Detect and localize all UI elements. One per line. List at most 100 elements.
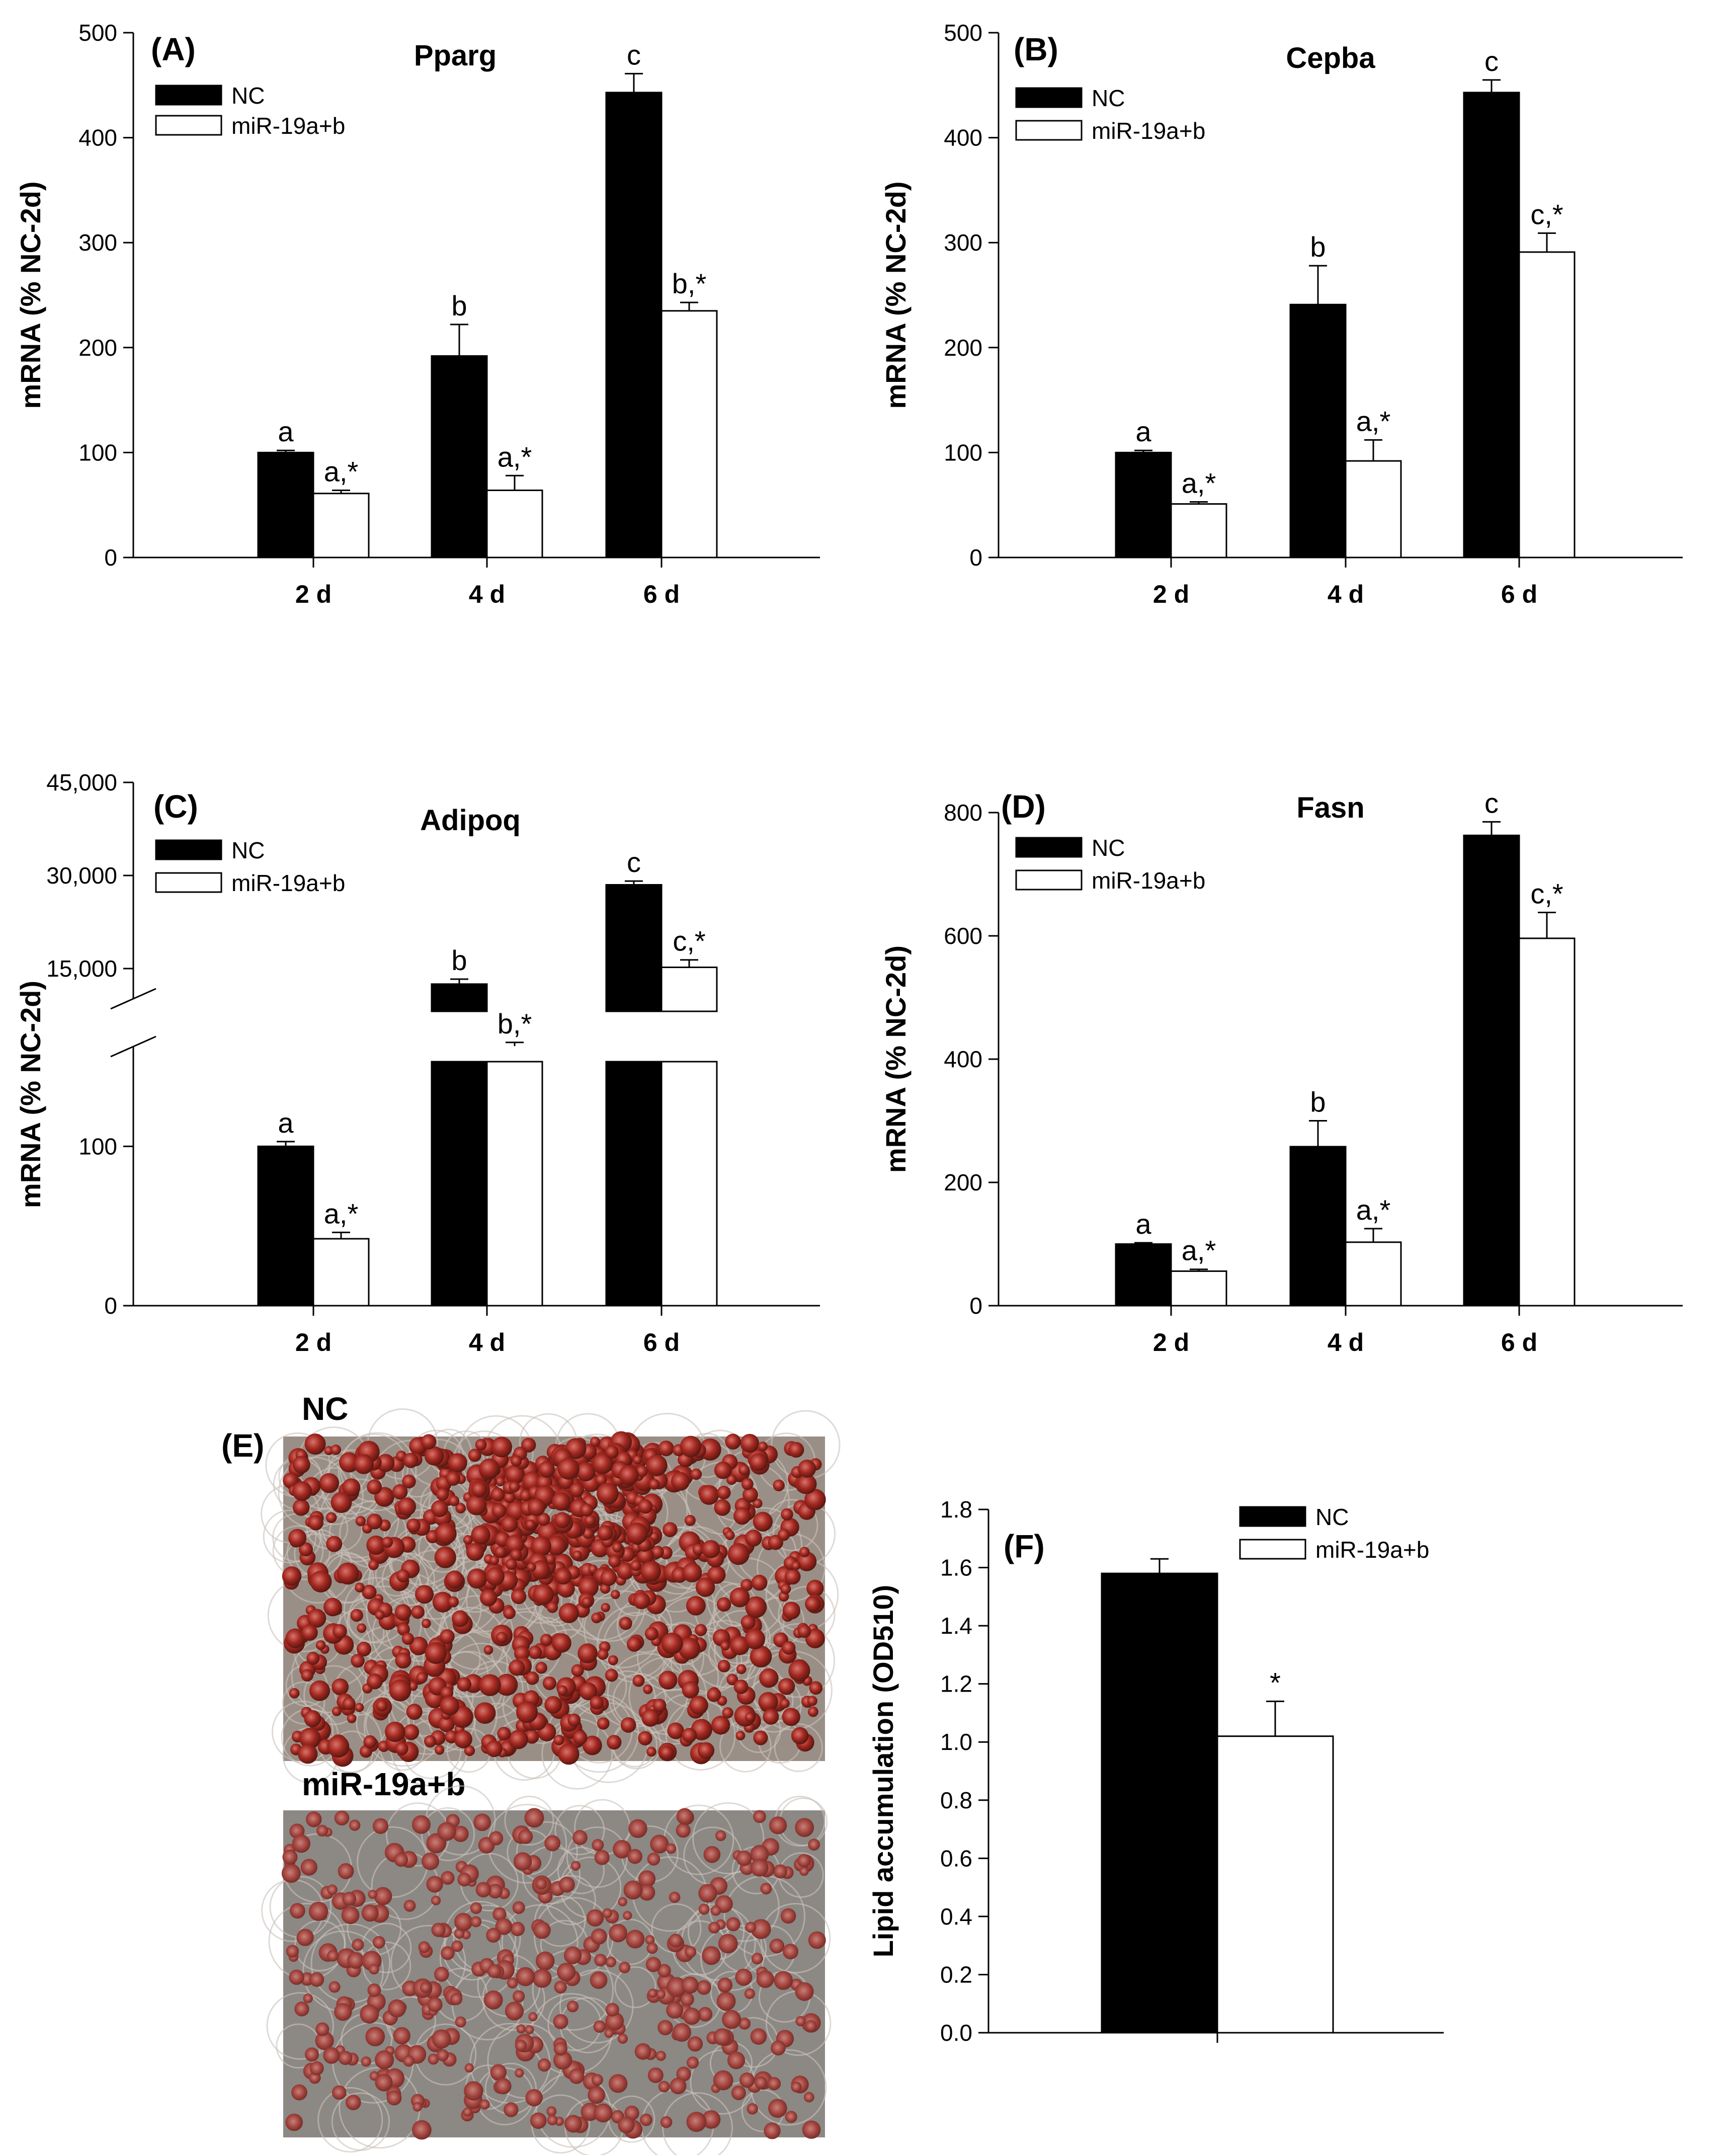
lipid-droplet [486, 1928, 501, 1943]
lipid-droplet [418, 1941, 431, 1953]
lipid-droplet [360, 2004, 379, 2024]
lipid-droplet [480, 1589, 498, 1607]
lipid-droplet [753, 1511, 773, 1532]
lipid-droplet [292, 1456, 310, 1474]
lipid-droplet [411, 2120, 432, 2140]
lipid-droplet [666, 2002, 684, 2019]
lipid-droplet [780, 1583, 791, 1594]
lipid-droplet [809, 1681, 823, 1695]
lipid-droplet [546, 2106, 557, 2117]
lipid-droplet [591, 1928, 607, 1945]
lipid-droplet [645, 1957, 661, 1972]
lipid-droplet [608, 1555, 621, 1568]
lipid-droplet [286, 1945, 299, 1958]
lipid-droplet [409, 1636, 428, 1655]
lipid-droplet [495, 1631, 508, 1643]
lipid-droplet [689, 1696, 708, 1715]
chart-f: 0.0 0.2 0.4 0.6 0.8 1.0 1.2 1.4 1.6 1.8 Lipid accu… [867, 1496, 1444, 2046]
lipid-droplet [623, 1880, 643, 1900]
lipid-droplet [681, 1976, 699, 1994]
lipid-droplet [795, 1818, 814, 1838]
lipid-droplet [710, 1905, 721, 1916]
cell-outline [636, 1623, 705, 1692]
bar-nc [1289, 1146, 1347, 1307]
lipid-droplet [510, 1549, 522, 1561]
lipid-droplet [630, 1560, 641, 1571]
lipid-droplet [450, 1993, 463, 2005]
lipid-droplet [791, 2082, 802, 2093]
lipid-droplet [455, 2016, 466, 2028]
lipid-droplet [411, 1605, 425, 1619]
error-bar [1266, 1700, 1284, 1736]
lipid-droplet [641, 1709, 659, 1727]
lipid-droplet [651, 1546, 664, 1559]
lipid-droplet [647, 1988, 657, 1998]
x-category-label: 4 d [469, 1328, 505, 1356]
lipid-droplet [607, 1735, 622, 1750]
lipid-droplet [525, 2089, 543, 2107]
lipid-droplet [797, 1474, 817, 1494]
cell-outline [504, 1795, 554, 1846]
cell-outline [263, 1509, 317, 1564]
lipid-droplet [504, 2102, 519, 2117]
lipid-droplet [741, 1478, 754, 1490]
lipid-droplet [554, 1512, 570, 1529]
lipid-droplet [698, 1884, 717, 1903]
lipid-droplet [661, 1632, 683, 1654]
lipid-droplet [415, 1585, 434, 1604]
lipid-droplet [495, 1476, 506, 1487]
lipid-droplet [375, 1610, 385, 1620]
lipid-droplet [808, 1931, 826, 1949]
lipid-droplet [349, 1819, 361, 1831]
lipid-droplet [609, 2074, 628, 2093]
lipid-droplet [512, 1990, 525, 2003]
lipid-droplet [431, 1500, 448, 1518]
lipid-droplet [638, 1884, 655, 1901]
lipid-droplet [751, 1859, 769, 1877]
lipid-droplet [742, 1487, 759, 1503]
chart-b: 0 100 200 300 400 500 mRNA (% NC-2d) 2 d a a,* 4 d… [880, 20, 1683, 608]
lipid-droplet [509, 1729, 528, 1749]
lipid-droplet [366, 1535, 386, 1555]
lipid-droplet [797, 1624, 811, 1638]
lipid-droplet [338, 1863, 354, 1879]
lipid-droplet [695, 1624, 707, 1636]
lipid-droplet [515, 2039, 527, 2052]
lipid-droplet [735, 1968, 753, 1986]
lipid-droplet [667, 1977, 687, 1997]
lipid-droplet [678, 1637, 701, 1660]
lipid-droplet [717, 1659, 730, 1672]
lipid-droplet [680, 1435, 702, 1458]
lipid-droplet [782, 1641, 796, 1655]
lipid-droplet [640, 1561, 662, 1582]
cell-outline [421, 1807, 475, 1861]
cell-outline [303, 1665, 364, 1725]
lipid-droplet [547, 2115, 558, 2125]
lipid-droplet [309, 1972, 324, 1987]
lipid-droplet [768, 2099, 787, 2118]
lipid-droplet [524, 1808, 544, 1828]
lipid-droplet [368, 1889, 377, 1899]
lipid-droplet [323, 2047, 340, 2064]
lipid-droplet [406, 1704, 423, 1720]
lipid-droplet [802, 2120, 821, 2139]
lipid-droplet [355, 1703, 364, 1712]
lipid-droplet [636, 1465, 648, 1477]
significance-label: a,* [1182, 1235, 1216, 1266]
lipid-droplet [513, 1852, 532, 1871]
y-tick-label: 400 [78, 125, 117, 151]
lipid-droplet [435, 1523, 457, 1545]
y-tick-label: 300 [78, 229, 117, 256]
lipid-droplet [466, 1543, 484, 1561]
bar-nc [605, 92, 663, 558]
lipid-droplet [623, 1910, 632, 1921]
bar-nc [257, 1145, 314, 1307]
lipid-droplet [457, 1872, 471, 1887]
lipid-droplet [590, 1436, 601, 1447]
y-tick-label: 200 [944, 1169, 982, 1195]
lipid-droplet [718, 1934, 738, 1954]
lipid-droplet [563, 1946, 582, 1964]
lipid-droplet [334, 1810, 350, 1826]
x-category-label: 6 d [1501, 1328, 1537, 1356]
lipid-droplet [355, 1582, 365, 1593]
